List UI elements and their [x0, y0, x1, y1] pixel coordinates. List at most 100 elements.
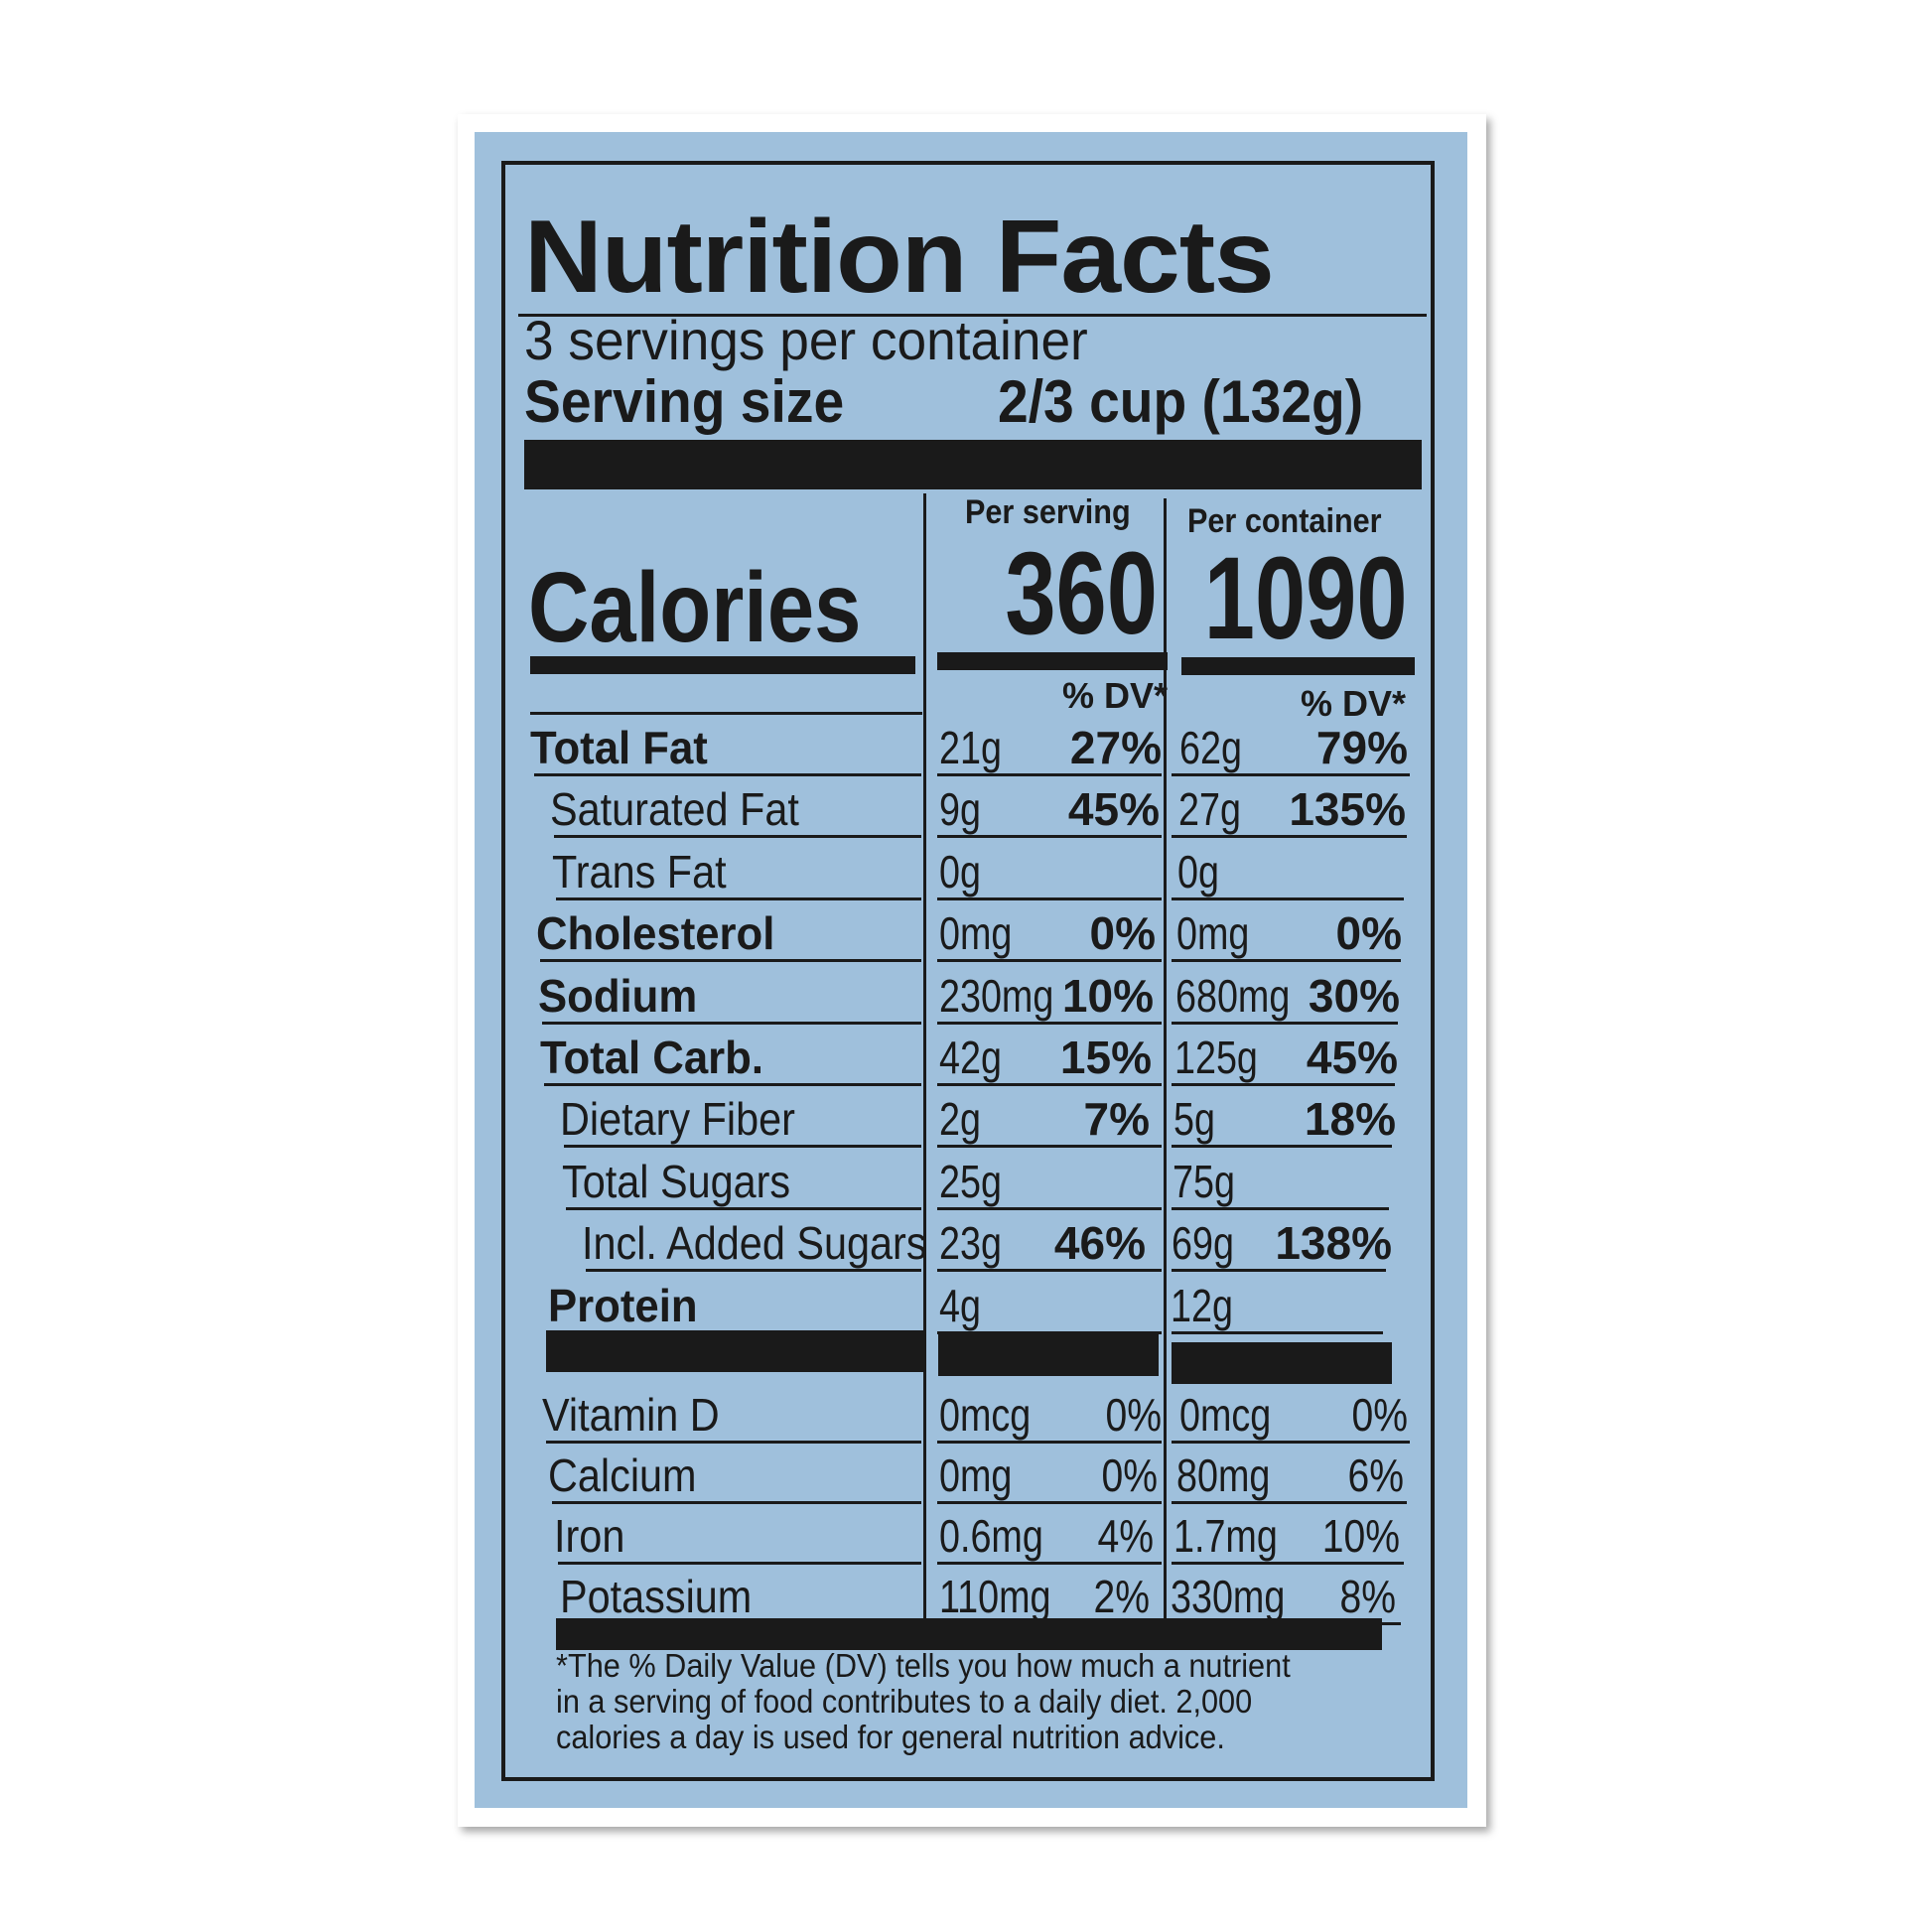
title: Nutrition Facts: [524, 200, 1275, 315]
per-serving-dv: 10%: [1061, 969, 1154, 1022]
per-serving-dv: 46%: [1053, 1217, 1146, 1270]
row-divider: [1172, 1083, 1395, 1086]
per-serving-amount: 42g: [939, 1032, 1002, 1083]
row-divider: [937, 1021, 1162, 1025]
per-container-amount: 27g: [1178, 783, 1241, 836]
table-row: Calcium 0mg 0% 80mg 6%: [0, 1443, 1932, 1504]
per-serving-amount: 0mcg: [939, 1389, 1032, 1441]
row-divider: [542, 1021, 921, 1025]
per-container-amount: 69g: [1172, 1217, 1234, 1270]
table-row: Total Fat 21g 27% 62g 79%: [0, 715, 1932, 776]
per-container-amount: 0mcg: [1179, 1389, 1272, 1441]
per-serving-dv: 2%: [1093, 1571, 1150, 1622]
per-serving-dv: 0%: [1089, 907, 1156, 960]
per-serving-header: Per serving: [965, 493, 1131, 531]
row-divider: [544, 1083, 921, 1086]
per-container-amount: 0g: [1177, 845, 1219, 897]
row-divider: [937, 1206, 1162, 1210]
thick-bar: [556, 1618, 1382, 1650]
table-row: Saturated Fat 9g 45% 27g 135%: [0, 776, 1932, 839]
per-serving-amount: 25g: [939, 1155, 1002, 1207]
per-serving-amount: 4g: [939, 1279, 981, 1331]
table-row: Dietary Fiber 2g 7% 5g 18%: [0, 1086, 1932, 1149]
nutrient-label: Saturated Fat: [550, 783, 799, 836]
nutrient-label: Cholesterol: [536, 907, 775, 960]
nutrient-label: Sodium: [538, 969, 698, 1022]
nutrient-label: Incl. Added Sugars: [582, 1217, 927, 1270]
table-row: Vitamin D 0mcg 0% 0mcg 0%: [0, 1382, 1932, 1444]
calories-bar: [530, 656, 915, 674]
per-container-dv: 0%: [1335, 907, 1402, 960]
nutrient-label: Iron: [554, 1510, 625, 1562]
dv-header-serving: % DV*: [1061, 675, 1168, 716]
row-divider: [1172, 773, 1410, 776]
dv-header-container: % DV*: [1300, 683, 1406, 724]
per-container-dv: 135%: [1289, 783, 1406, 836]
row-divider: [1172, 1501, 1407, 1504]
thick-bar: [524, 440, 1422, 489]
row-divider: [552, 1501, 921, 1504]
row-divider: [937, 1083, 1162, 1086]
column-divider: [923, 493, 926, 1620]
row-divider: [1172, 959, 1401, 963]
per-serving-amount: 9g: [939, 783, 981, 836]
per-container-dv: 6%: [1347, 1449, 1404, 1501]
table-row: Total Sugars 25g 75g: [0, 1149, 1932, 1210]
nutrient-label: Trans Fat: [552, 845, 727, 897]
table-row: Total Carb. 42g 15% 125g 45%: [0, 1025, 1932, 1086]
per-serving-dv: 0%: [1101, 1449, 1158, 1501]
row-divider: [937, 773, 1162, 776]
per-container-amount: 0mg: [1176, 907, 1250, 960]
nutrient-label: Total Carb.: [540, 1032, 763, 1083]
table-row: Cholesterol 0mg 0% 0mg 0%: [0, 900, 1932, 963]
per-container-dv: 79%: [1315, 722, 1408, 773]
per-container-dv: 18%: [1304, 1093, 1396, 1146]
per-container-amount: 80mg: [1176, 1449, 1271, 1501]
row-divider: [564, 1145, 921, 1149]
per-container-dv: 30%: [1308, 969, 1400, 1022]
thick-bar: [546, 1330, 923, 1372]
footnote-line: *The % Daily Value (DV) tells you how mu…: [556, 1647, 1291, 1684]
per-container-dv: 138%: [1275, 1217, 1392, 1270]
row-divider: [937, 959, 1162, 963]
per-container-header: Per container: [1187, 502, 1382, 540]
row-divider: [1172, 1269, 1386, 1273]
divider: [518, 314, 1427, 317]
row-divider: [1172, 1441, 1410, 1444]
calories-per-container: 1090: [1204, 533, 1408, 664]
calories-per-serving: 360: [1005, 528, 1158, 659]
table-row: Iron 0.6mg 4% 1.7mg 10%: [0, 1503, 1932, 1565]
per-container-amount: 680mg: [1175, 969, 1291, 1022]
per-container-amount: 330mg: [1171, 1571, 1286, 1622]
per-serving-dv: 0%: [1105, 1389, 1162, 1441]
calories-bar: [1181, 657, 1415, 675]
row-divider: [1172, 1562, 1404, 1565]
per-serving-dv: 15%: [1059, 1032, 1152, 1083]
per-serving-dv: 7%: [1083, 1093, 1150, 1146]
per-serving-amount: 23g: [939, 1217, 1002, 1270]
nutrition-facts-border: [501, 161, 1435, 1781]
thick-bar: [1172, 1342, 1392, 1384]
row-divider: [937, 1501, 1162, 1504]
table-row: Incl. Added Sugars 23g 46% 69g 138%: [0, 1210, 1932, 1273]
per-serving-amount: 110mg: [939, 1571, 1051, 1622]
per-container-amount: 12g: [1171, 1279, 1233, 1331]
table-row: Protein 4g 12g: [0, 1273, 1932, 1334]
per-container-dv: 0%: [1351, 1389, 1408, 1441]
footnote-line: calories a day is used for general nutri…: [556, 1719, 1225, 1755]
row-divider: [1172, 1330, 1383, 1334]
row-divider: [937, 897, 1162, 900]
row-divider: [566, 1206, 921, 1210]
per-serving-dv: 27%: [1069, 722, 1162, 773]
row-divider: [1172, 1021, 1398, 1025]
per-container-amount: 1.7mg: [1173, 1510, 1278, 1562]
row-divider: [937, 1441, 1162, 1444]
thick-bar: [938, 1334, 1159, 1376]
row-divider: [937, 1269, 1162, 1273]
calories-label: Calories: [528, 552, 862, 663]
calories-bar: [937, 652, 1168, 670]
row-divider: [534, 773, 921, 776]
serving-size-label: Serving size: [524, 368, 845, 435]
row-divider: [937, 1145, 1162, 1149]
footnote: *The % Daily Value (DV) tells you how mu…: [556, 1648, 1291, 1755]
